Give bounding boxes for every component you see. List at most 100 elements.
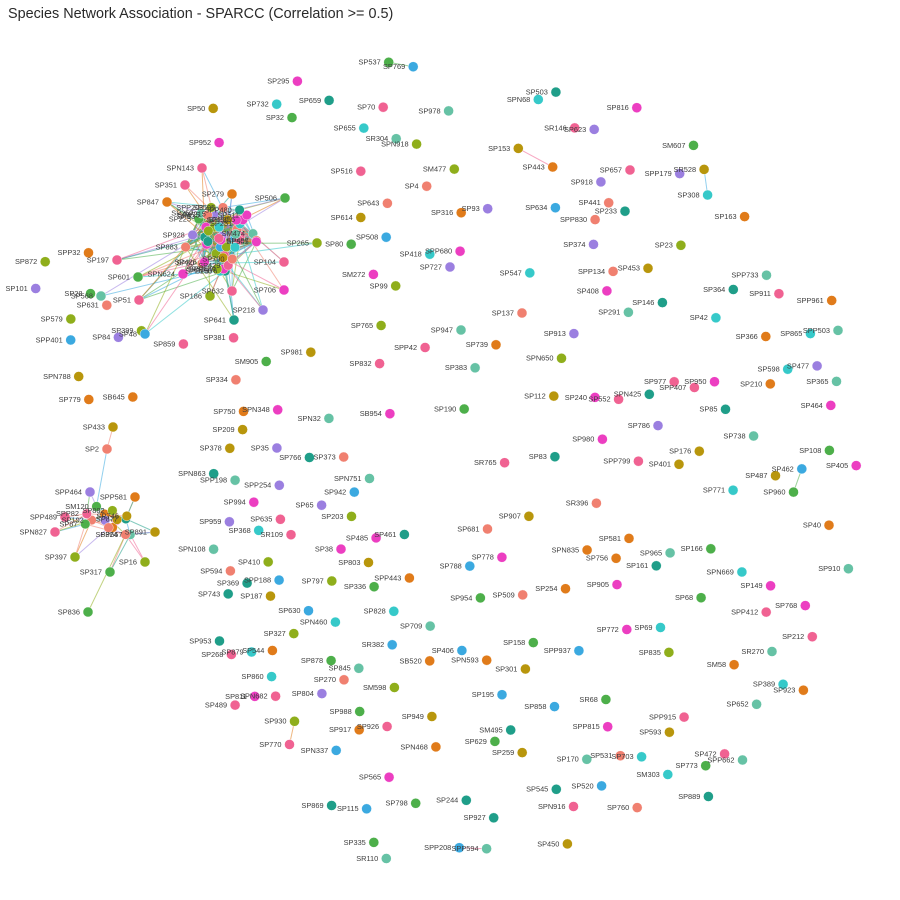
svg-text:SR746: SR746 bbox=[96, 511, 119, 520]
svg-text:SPP412: SPP412 bbox=[731, 608, 758, 617]
svg-text:SPP733: SPP733 bbox=[731, 271, 758, 280]
svg-text:SP218: SP218 bbox=[233, 305, 255, 314]
svg-text:SM272: SM272 bbox=[342, 270, 365, 279]
svg-text:SPN751: SPN751 bbox=[334, 474, 362, 483]
svg-text:SP450: SP450 bbox=[537, 839, 559, 848]
svg-text:SP547: SP547 bbox=[500, 268, 522, 277]
svg-text:SP327: SP327 bbox=[264, 629, 286, 638]
svg-text:SP960: SP960 bbox=[763, 488, 785, 497]
svg-text:SR765: SR765 bbox=[474, 458, 497, 467]
svg-text:SP146: SP146 bbox=[632, 298, 654, 307]
svg-text:SP268: SP268 bbox=[201, 650, 223, 659]
svg-text:SP913: SP913 bbox=[544, 329, 566, 338]
svg-text:SP773: SP773 bbox=[675, 761, 697, 770]
svg-text:SP464: SP464 bbox=[801, 401, 823, 410]
svg-text:SP769: SP769 bbox=[383, 62, 405, 71]
svg-text:SP195: SP195 bbox=[472, 690, 494, 699]
svg-text:SP632: SP632 bbox=[202, 286, 224, 295]
svg-text:SP811: SP811 bbox=[225, 692, 247, 701]
svg-text:SP316: SP316 bbox=[431, 208, 453, 217]
svg-text:SP614: SP614 bbox=[331, 213, 353, 222]
svg-text:SP779: SP779 bbox=[59, 395, 81, 404]
svg-text:SPN650: SPN650 bbox=[526, 354, 554, 363]
svg-text:SP950: SP950 bbox=[684, 377, 706, 386]
svg-text:SP928: SP928 bbox=[163, 230, 185, 239]
svg-text:SP244: SP244 bbox=[436, 796, 458, 805]
svg-text:SPP503: SPP503 bbox=[803, 326, 830, 335]
svg-text:SP657: SP657 bbox=[600, 165, 622, 174]
svg-text:SP383: SP383 bbox=[445, 363, 467, 372]
svg-text:SPP203: SPP203 bbox=[176, 203, 203, 212]
svg-text:SPN348: SPN348 bbox=[242, 405, 270, 414]
svg-text:SP816: SP816 bbox=[607, 103, 629, 112]
svg-text:SPP32: SPP32 bbox=[57, 248, 80, 257]
svg-text:SP513: SP513 bbox=[187, 264, 209, 273]
svg-text:SP487: SP487 bbox=[745, 471, 767, 480]
svg-text:SP926: SP926 bbox=[357, 722, 379, 731]
svg-text:SP50: SP50 bbox=[187, 104, 205, 113]
svg-text:SP212: SP212 bbox=[782, 632, 804, 641]
svg-text:SP453: SP453 bbox=[618, 264, 640, 273]
svg-text:SP949: SP949 bbox=[402, 712, 424, 721]
svg-text:SP765: SP765 bbox=[351, 321, 373, 330]
svg-text:SP581: SP581 bbox=[599, 534, 621, 543]
svg-text:SP641: SP641 bbox=[204, 315, 226, 324]
svg-text:SP153: SP153 bbox=[488, 144, 510, 153]
svg-text:SP87: SP87 bbox=[59, 520, 77, 529]
svg-text:SP797: SP797 bbox=[302, 576, 324, 585]
svg-text:SP732: SP732 bbox=[246, 100, 268, 109]
svg-text:SP544: SP544 bbox=[242, 646, 264, 655]
svg-text:SP158: SP158 bbox=[503, 638, 525, 647]
svg-text:SP23: SP23 bbox=[655, 241, 673, 250]
svg-text:SP954: SP954 bbox=[450, 593, 472, 602]
svg-text:SP505: SP505 bbox=[226, 237, 248, 246]
svg-text:SP545: SP545 bbox=[526, 785, 548, 794]
svg-text:SR396: SR396 bbox=[566, 499, 589, 508]
svg-text:SP911: SP911 bbox=[749, 289, 771, 298]
svg-text:SP295: SP295 bbox=[267, 77, 289, 86]
svg-text:SP923: SP923 bbox=[773, 686, 795, 695]
svg-text:SP738: SP738 bbox=[723, 431, 745, 440]
svg-text:SPP799: SPP799 bbox=[603, 457, 630, 466]
svg-text:SP703: SP703 bbox=[611, 752, 633, 761]
svg-text:SPP662: SPP662 bbox=[707, 755, 734, 764]
svg-text:SP930: SP930 bbox=[264, 717, 286, 726]
svg-text:SP835: SP835 bbox=[639, 648, 661, 657]
svg-text:SP804: SP804 bbox=[292, 689, 314, 698]
svg-text:SPP254: SPP254 bbox=[244, 481, 271, 490]
svg-text:SP878: SP878 bbox=[301, 656, 323, 665]
svg-text:SP798: SP798 bbox=[385, 799, 407, 808]
svg-text:SP978: SP978 bbox=[418, 106, 440, 115]
svg-text:SP739: SP739 bbox=[466, 340, 488, 349]
svg-text:SPP915: SPP915 bbox=[649, 713, 676, 722]
svg-text:SP568: SP568 bbox=[71, 291, 93, 300]
svg-text:SP187: SP187 bbox=[240, 592, 262, 601]
svg-text:SP859: SP859 bbox=[153, 339, 175, 348]
svg-text:SP378: SP378 bbox=[200, 444, 222, 453]
svg-text:SP254: SP254 bbox=[535, 584, 557, 593]
svg-text:SP137: SP137 bbox=[492, 308, 514, 317]
svg-text:SP631: SP631 bbox=[77, 301, 99, 310]
svg-text:SPN468: SPN468 bbox=[400, 742, 428, 751]
svg-text:SPP815: SPP815 bbox=[573, 722, 600, 731]
svg-text:SP953: SP953 bbox=[189, 636, 211, 645]
svg-text:SP170: SP170 bbox=[557, 755, 579, 764]
svg-text:SPP134: SPP134 bbox=[578, 267, 605, 276]
svg-text:SP112: SP112 bbox=[524, 392, 546, 401]
svg-text:SP366: SP366 bbox=[736, 332, 758, 341]
svg-text:SP443: SP443 bbox=[522, 162, 544, 171]
svg-text:SPN669: SPN669 bbox=[706, 567, 734, 576]
svg-text:SB520: SB520 bbox=[399, 656, 421, 665]
svg-text:SP980: SP980 bbox=[572, 435, 594, 444]
svg-text:SP531: SP531 bbox=[590, 751, 612, 760]
svg-text:SP952: SP952 bbox=[189, 138, 211, 147]
svg-text:SP115: SP115 bbox=[337, 804, 359, 813]
svg-text:SPP937: SPP937 bbox=[544, 646, 571, 655]
svg-text:SP51: SP51 bbox=[113, 295, 131, 304]
svg-text:SP891: SP891 bbox=[125, 527, 147, 536]
svg-text:SP516: SP516 bbox=[331, 167, 353, 176]
svg-text:SR110: SR110 bbox=[356, 854, 378, 863]
svg-text:SP629: SP629 bbox=[465, 737, 487, 746]
svg-text:SP788: SP788 bbox=[440, 562, 462, 571]
svg-text:SM477: SM477 bbox=[423, 165, 446, 174]
